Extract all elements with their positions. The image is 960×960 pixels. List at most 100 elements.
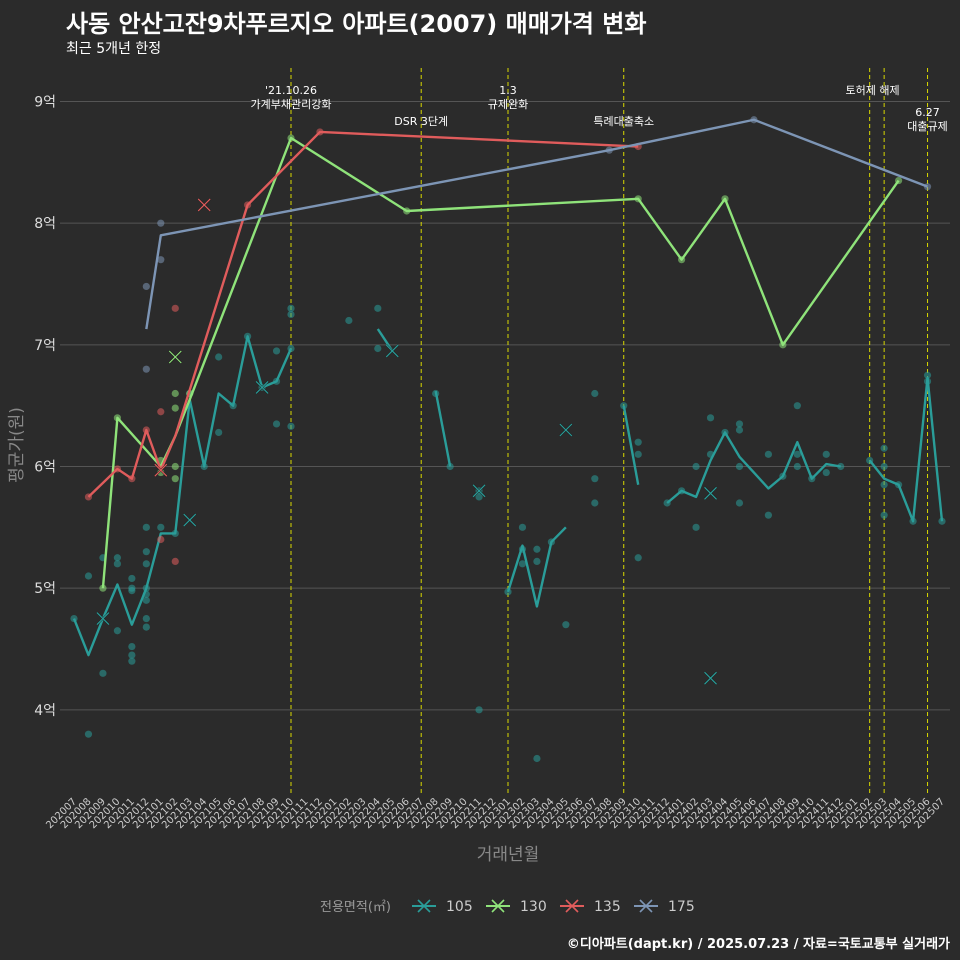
- data-point: [533, 545, 541, 553]
- data-point: [735, 462, 744, 471]
- data-point: [99, 584, 107, 592]
- data-point: [880, 481, 888, 489]
- data-point: [923, 371, 932, 379]
- legend-item-135: 135: [560, 899, 621, 915]
- y-tick-label: 9억: [34, 95, 56, 111]
- cross-stroke: [96, 612, 110, 626]
- data-point: [822, 450, 830, 458]
- series-layer: [70, 116, 946, 763]
- data-point: [171, 557, 179, 566]
- cross-marker: [197, 198, 211, 212]
- series-135: [84, 128, 642, 566]
- cross-marker: [183, 513, 197, 527]
- data-point: [562, 621, 570, 629]
- data-point: [880, 462, 888, 471]
- legend-title: 전용면적(㎡): [320, 900, 391, 915]
- annotation-label: 1.3: [499, 84, 517, 97]
- series-130: [99, 134, 903, 592]
- cross-stroke: [154, 463, 168, 477]
- data-point: [735, 499, 744, 507]
- data-point: [287, 304, 295, 312]
- data-point: [692, 462, 700, 471]
- cross-stroke: [385, 344, 399, 358]
- y-axis-ticks: 4억 5억 6억 7억 8억 9억: [34, 95, 56, 719]
- annotation-label: 6.27: [915, 106, 940, 119]
- legend-label: 135: [594, 899, 621, 915]
- cross-marker: [472, 484, 486, 498]
- series-line: [622, 405, 640, 485]
- series-line: [506, 526, 567, 608]
- series-line: [666, 431, 841, 504]
- cross-stroke: [704, 671, 717, 685]
- data-point: [142, 596, 150, 604]
- cross-marker: [96, 611, 110, 626]
- data-point: [215, 353, 223, 361]
- data-point: [837, 462, 845, 471]
- data-point: [272, 420, 281, 428]
- cross-marker: [703, 486, 718, 500]
- y-tick-label: 6억: [34, 460, 56, 476]
- data-point: [171, 475, 179, 483]
- data-point: [128, 642, 136, 651]
- legend-swatch-cross: [417, 899, 431, 913]
- data-point: [287, 310, 295, 319]
- data-point: [142, 614, 150, 623]
- data-point: [345, 316, 353, 325]
- legend-swatch-cross: [565, 899, 579, 913]
- series-175: [142, 116, 932, 373]
- data-point: [157, 256, 165, 264]
- chart-subtitle: 최근 5개년 한정: [66, 41, 162, 57]
- series-line: [87, 130, 639, 498]
- data-point: [142, 523, 150, 531]
- cross-stroke: [197, 198, 211, 212]
- cross-marker: [385, 344, 399, 358]
- cross-stroke: [183, 513, 197, 527]
- data-point: [793, 450, 801, 458]
- annotation-label: 특례대출축소: [593, 115, 654, 128]
- source-caption: ©디아파트(dapt.kr) / 2025.07.23 / 자료=국토교통부 실…: [566, 937, 950, 952]
- cross-marker: [559, 423, 573, 437]
- data-point: [880, 511, 888, 519]
- series-line: [72, 335, 293, 657]
- legend-label: 105: [446, 899, 473, 915]
- data-point: [692, 523, 700, 531]
- annotation-label: '21.10.26: [265, 84, 317, 97]
- data-point: [215, 428, 223, 437]
- data-point: [157, 219, 165, 227]
- legend-item-175: 175: [634, 899, 695, 915]
- data-point: [113, 627, 121, 635]
- annotation-label: 대출규제: [907, 120, 947, 133]
- series-line: [434, 390, 452, 467]
- series-105: [70, 304, 946, 763]
- data-point: [113, 554, 121, 562]
- data-point: [142, 623, 150, 631]
- annotation-label: DSR 3단계: [394, 115, 448, 128]
- series-line: [868, 376, 944, 523]
- data-point: [880, 444, 888, 452]
- data-point: [735, 426, 744, 434]
- x-axis-ticks: 2020072020082020092020102020112020122021…: [44, 796, 947, 831]
- data-point: [518, 523, 527, 531]
- data-point: [142, 365, 150, 373]
- cross-stroke: [168, 350, 182, 364]
- data-point: [518, 560, 527, 568]
- cross-stroke: [255, 380, 269, 394]
- data-point: [142, 282, 150, 291]
- grid-lines: [60, 101, 950, 711]
- data-point: [272, 347, 281, 355]
- data-point: [634, 438, 642, 446]
- data-point: [142, 548, 150, 556]
- data-point: [128, 651, 136, 659]
- data-point: [764, 450, 773, 458]
- data-point: [533, 557, 541, 566]
- data-point: [128, 587, 136, 595]
- data-point: [84, 572, 93, 580]
- data-point: [171, 404, 179, 412]
- legend-item-105: 105: [412, 899, 473, 915]
- data-point: [157, 535, 165, 544]
- legend: 전용면적(㎡) 105 130 135 175: [320, 899, 695, 915]
- policy-lines: [290, 68, 929, 795]
- legend-swatch-cross: [491, 899, 505, 913]
